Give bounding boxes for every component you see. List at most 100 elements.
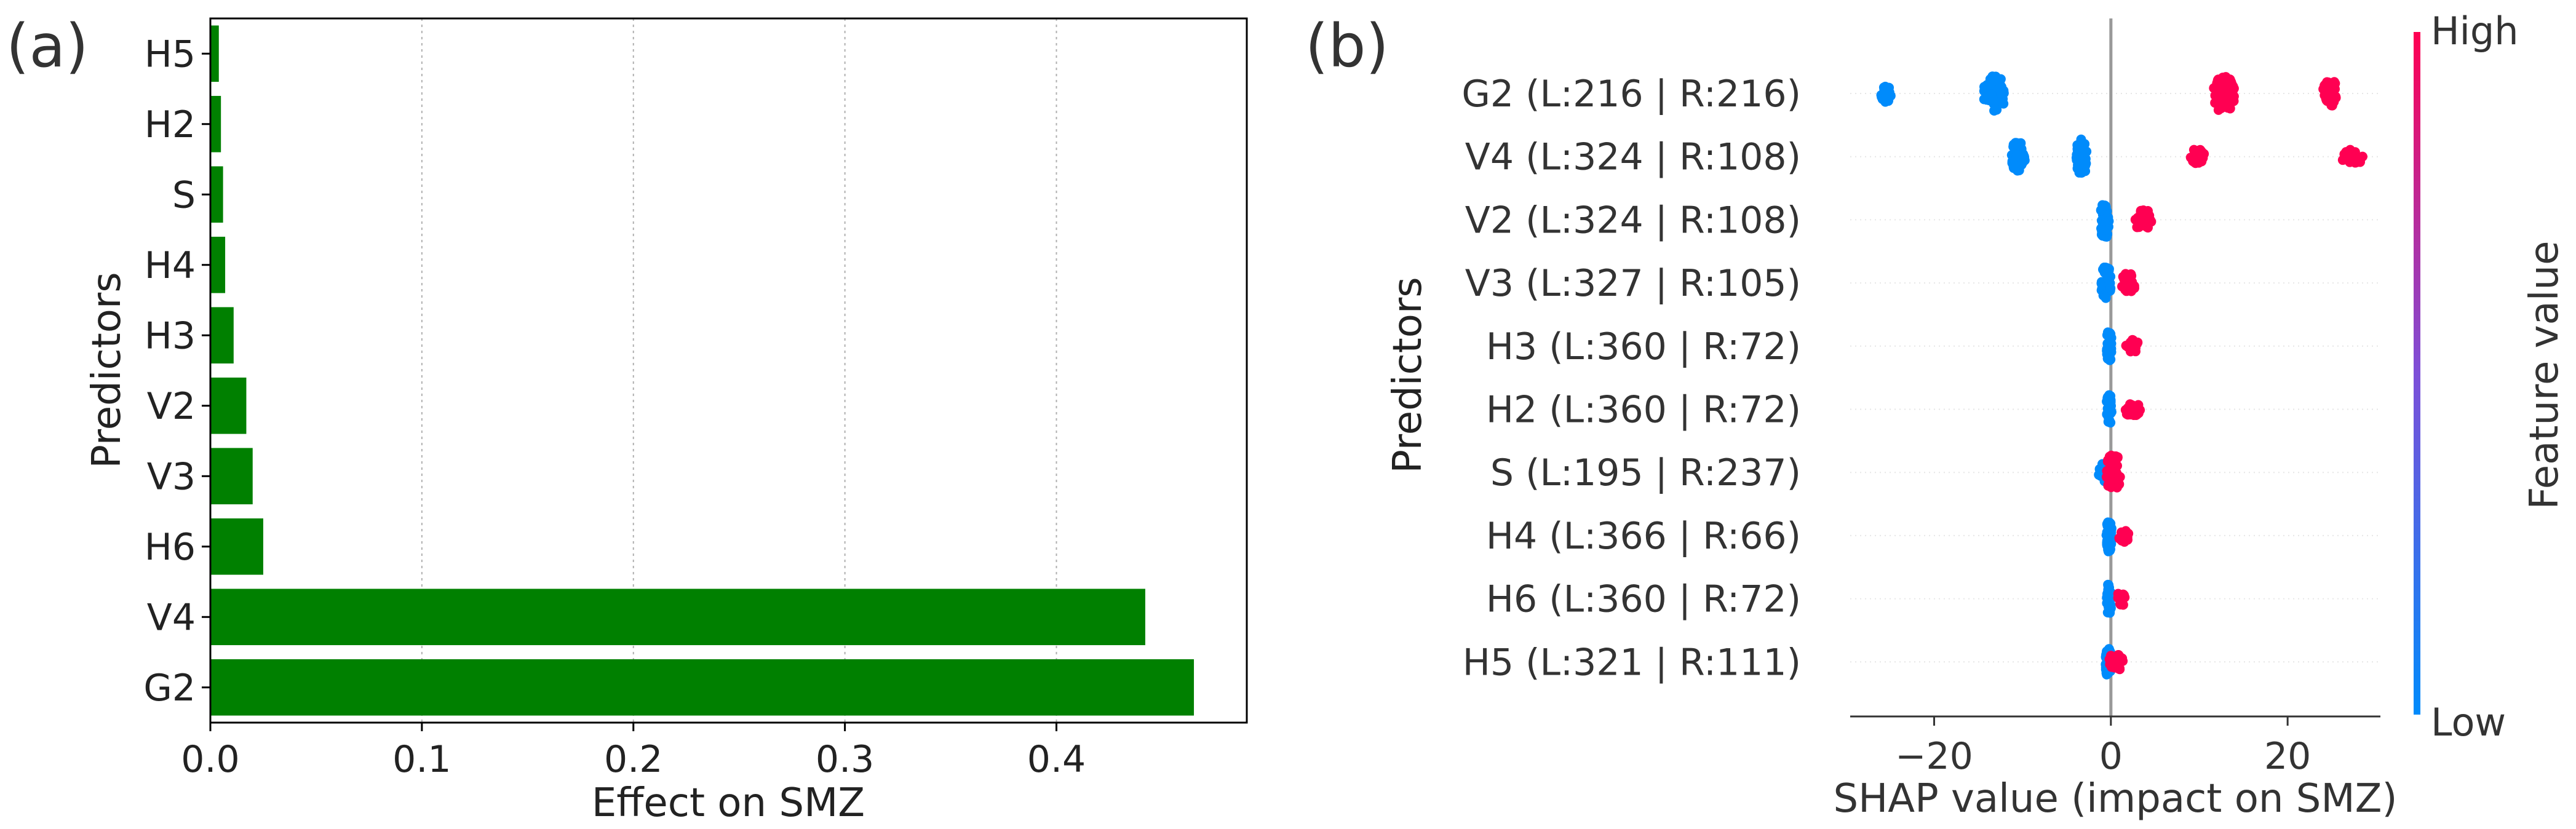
shap-point (2134, 222, 2144, 232)
shap-point (2099, 225, 2109, 236)
shap-point (2108, 456, 2118, 467)
shap-point (2126, 344, 2137, 355)
bar-series (210, 25, 1195, 716)
bar (210, 307, 234, 364)
bar-y-tick-label: S (172, 173, 196, 216)
bar (210, 25, 219, 82)
bar (210, 659, 1195, 716)
shap-y-axis-label: Predictors (1385, 277, 1431, 473)
shap-point (2193, 157, 2204, 168)
panel-a-label: (a) (6, 12, 89, 81)
shap-point (2104, 472, 2114, 482)
shap-feature-labels: G2 (L:216 | R:216) V4 (L:324 | R:108) V2 (… (1461, 73, 1801, 684)
bar-x-ticks: 0.0 0.1 0.2 0.3 0.4 (181, 723, 1086, 781)
shap-point (2139, 215, 2150, 226)
shap-point (2010, 139, 2021, 149)
bar-plot-frame (209, 17, 1248, 724)
shap-point (2113, 589, 2124, 600)
shap-point (1990, 75, 2000, 85)
shap-point (2102, 346, 2112, 356)
shap-point (2318, 84, 2329, 94)
bar-y-tick-label: H6 (145, 526, 196, 569)
shap-point (2212, 78, 2222, 89)
shap-feature-label: H6 (L:360 | R:72) (1486, 578, 1801, 621)
shap-x-tick-label: 0 (2099, 735, 2123, 778)
shap-point (2096, 205, 2106, 215)
bar-x-axis-label: Effect on SMZ (592, 780, 865, 826)
bar-y-tick-label: G2 (143, 667, 196, 710)
shap-point (1884, 89, 1894, 100)
shap-x-tick-label: −20 (1895, 735, 1973, 778)
bar-y-axis-label: Predictors (84, 272, 130, 468)
colorbar: High Low Feature value (2414, 9, 2567, 745)
shap-point (2228, 96, 2238, 106)
shap-point (1996, 89, 2006, 100)
bar (210, 236, 226, 293)
shap-feature-label: H2 (L:360 | R:72) (1486, 389, 1801, 432)
shap-point (2019, 152, 2030, 162)
bar-x-tick-label: 0.3 (816, 738, 874, 781)
colorbar-title: Feature value (2522, 241, 2567, 510)
bar (210, 448, 253, 505)
shap-point (2227, 79, 2237, 89)
shap-point (2103, 479, 2113, 490)
panel-b: (b) G2 (L:216 | R:216) V4 (L:324 | R:108)… (1305, 9, 2567, 822)
bar-x-tick-label: 0.2 (604, 738, 662, 781)
shap-feature-label: H5 (L:321 | R:111) (1463, 641, 1801, 684)
shap-point (2210, 90, 2220, 101)
shap-point (1992, 105, 2002, 115)
shap-point (2125, 399, 2136, 410)
shap-point (2327, 100, 2337, 111)
bar-x-tick-label: 0.1 (392, 738, 451, 781)
bar (210, 166, 223, 223)
shap-feature-label: S (L:195 | R:237) (1490, 451, 1801, 494)
shap-x-ticks: −20 0 20 (1895, 716, 2311, 778)
shap-point (2125, 281, 2135, 292)
bar-x-tick-label: 0.0 (181, 738, 239, 781)
shap-point (2123, 274, 2134, 284)
shap-point (2105, 651, 2116, 661)
shap-point (2350, 147, 2360, 157)
shap-point (2076, 134, 2086, 145)
shap-point (2125, 407, 2135, 417)
bar-grid (421, 18, 1057, 723)
shap-point (2104, 587, 2115, 597)
shap-point (2330, 78, 2340, 89)
shap-point (2105, 537, 2115, 547)
shap-point (2101, 293, 2111, 303)
shap-point (1988, 94, 1998, 105)
bar-y-tick-label: H5 (145, 33, 196, 76)
shap-x-axis-label: SHAP value (impact on SMZ) (1834, 776, 2398, 822)
shap-point (2352, 157, 2363, 167)
bar (210, 589, 1145, 646)
shap-point (2108, 463, 2118, 474)
shap-point (2114, 479, 2125, 490)
shap-row-gridlines (1850, 93, 2380, 663)
shap-feature-label: V2 (L:324 | R:108) (1465, 199, 1801, 242)
bar-y-tick-label: H3 (145, 314, 196, 357)
bar-y-tick-label: V2 (147, 385, 196, 428)
shap-point (2080, 154, 2090, 164)
shap-point (2103, 412, 2113, 422)
shap-point (2075, 146, 2085, 157)
colorbar-gradient (2414, 32, 2420, 715)
shap-point (2114, 533, 2125, 544)
bar (210, 377, 247, 434)
shap-point (2136, 207, 2146, 217)
shap-point (2105, 402, 2115, 413)
bar-y-tick-label: H2 (145, 103, 196, 146)
bar (210, 95, 221, 153)
shap-point (1876, 90, 1886, 100)
shap-feature-label: V4 (L:324 | R:108) (1465, 136, 1801, 179)
shap-point (2104, 597, 2114, 608)
bar (210, 518, 263, 575)
shap-point (2220, 72, 2231, 82)
shap-feature-label: H4 (L:366 | R:66) (1486, 515, 1801, 558)
colorbar-high-label: High (2431, 9, 2519, 54)
shap-x-tick-label: 20 (2264, 735, 2311, 778)
shap-point (2122, 532, 2133, 542)
shap-point (2009, 160, 2019, 170)
panel-b-label: (b) (1305, 12, 1389, 81)
